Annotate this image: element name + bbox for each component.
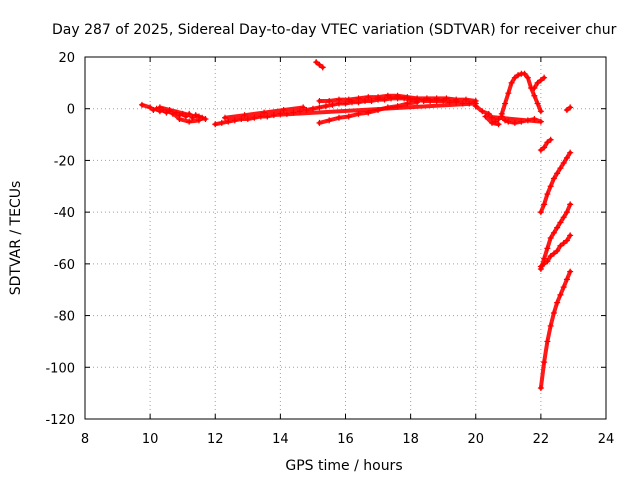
- x-tick-label: 18: [402, 432, 419, 447]
- y-tick-label: 0: [67, 103, 75, 118]
- x-tick-label: 8: [81, 432, 89, 447]
- series-trace: [317, 93, 478, 103]
- series-trace: [139, 102, 208, 124]
- plot-frame: [84, 56, 607, 420]
- series-trace: [538, 137, 553, 153]
- y-tick-label: -20: [54, 154, 75, 169]
- x-tick-label: 10: [142, 432, 159, 447]
- series-lower-band: [316, 99, 421, 126]
- series-trace: [473, 104, 543, 127]
- series-outlier-15: [313, 59, 326, 71]
- x-tick-label: 24: [598, 432, 615, 447]
- x-tick-label: 16: [337, 432, 354, 447]
- series-drop-22a: [531, 74, 548, 92]
- series-trace: [538, 202, 573, 272]
- y-tick-label: 20: [58, 51, 75, 66]
- series-late-end: [563, 104, 574, 114]
- y-tick-label: -40: [54, 206, 75, 221]
- y-tick-label: -60: [54, 258, 75, 273]
- series-branch-1: [537, 136, 554, 154]
- data-marks: [138, 59, 574, 391]
- chart-title: Day 287 of 2025, Sidereal Day-to-day VTE…: [52, 22, 617, 38]
- series-trace: [532, 75, 547, 91]
- series-branch-4: [537, 232, 574, 270]
- series-trace: [499, 71, 543, 116]
- y-axis-label: SDTVAR / TECUs: [8, 181, 24, 296]
- series-upper-band: [316, 92, 479, 104]
- series-early: [138, 101, 209, 125]
- axis-ticks: 8 10 12 14 16 18 20 22 24 -120 -100 -80 -60 -40 -20 0 20: [45, 51, 614, 447]
- y-tick-label: -100: [45, 361, 75, 376]
- x-tick-label: 22: [533, 432, 550, 447]
- series-late-dip: [472, 103, 544, 128]
- series-trace: [538, 233, 573, 269]
- series-trace: [564, 105, 573, 113]
- series-trace: [538, 269, 573, 390]
- series-trace: [314, 60, 325, 70]
- x-axis-label: GPS time / hours: [285, 458, 402, 474]
- series-rise-21: [498, 70, 544, 117]
- series-branch-3: [537, 201, 574, 273]
- series-trace: [213, 96, 478, 127]
- y-tick-label: -80: [54, 310, 75, 325]
- x-tick-label: 12: [207, 432, 224, 447]
- series-branch-2: [537, 149, 574, 216]
- series-trace: [317, 100, 420, 125]
- x-tick-label: 20: [467, 432, 484, 447]
- y-tick-label: -120: [45, 413, 75, 428]
- series-branch-5: [537, 268, 574, 391]
- x-tick-label: 14: [272, 432, 289, 447]
- series-trace: [538, 150, 573, 215]
